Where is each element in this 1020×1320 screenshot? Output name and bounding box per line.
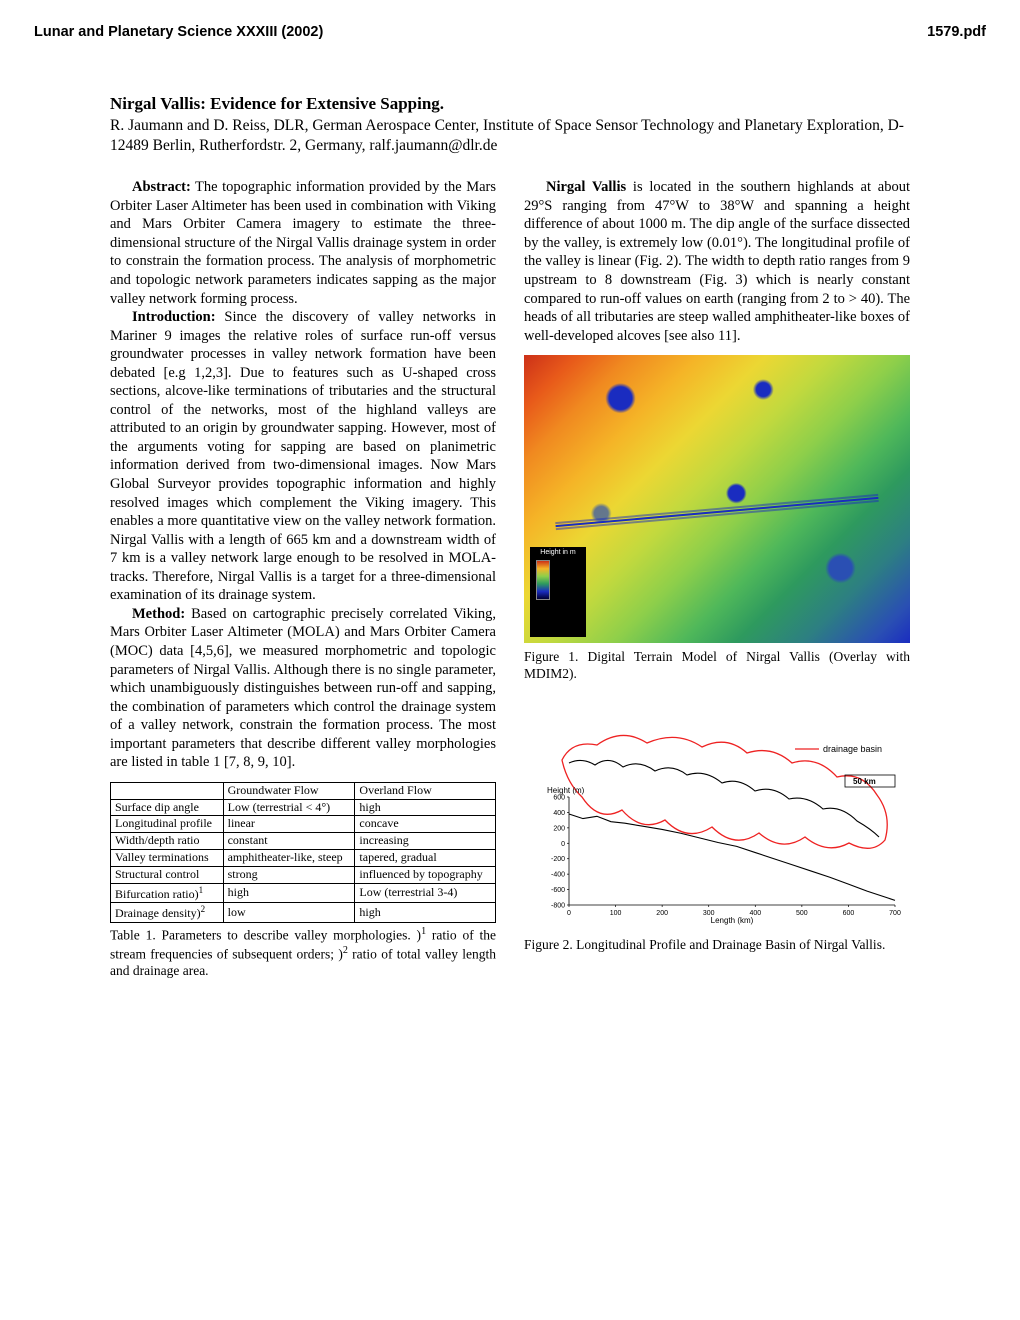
table-1-caption: Table 1. Parameters to describe valley m… (110, 926, 496, 980)
table-row: Surface dip angle Low (terrestrial < 4°)… (111, 799, 496, 816)
table-cell: Bifurcation ratio)1 (111, 883, 224, 903)
table-cell: high (223, 883, 355, 903)
page-header: Lunar and Planetary Science XXXIII (2002… (0, 0, 1020, 40)
legend-text: drainage basin (823, 744, 882, 754)
svg-text:0: 0 (567, 910, 571, 917)
table-row: Valley terminations amphitheater-like, s… (111, 849, 496, 866)
table-cell: Longitudinal profile (111, 816, 224, 833)
svg-text:600: 600 (553, 794, 565, 801)
table-row: Bifurcation ratio)1 high Low (terrestria… (111, 883, 496, 903)
svg-text:0: 0 (561, 841, 565, 848)
table-cell: Structural control (111, 866, 224, 883)
intro-label: Introduction: (132, 309, 216, 325)
abstract-label: Abstract: (132, 179, 191, 195)
table-row: Width/depth ratio constant increasing (111, 833, 496, 850)
table-row: Longitudinal profile linear concave (111, 816, 496, 833)
svg-text:700: 700 (889, 910, 901, 917)
table-cell: high (355, 799, 496, 816)
table-cell: Low (terrestrial 3-4) (355, 883, 496, 903)
intro-text: Since the discovery of valley networks i… (110, 309, 496, 603)
table-row: Structural control strong influenced by … (111, 866, 496, 883)
svg-text:200: 200 (553, 825, 565, 832)
left-column: Abstract: The topographic information pr… (110, 178, 496, 980)
scale-bar-label: ━ 50 km (550, 618, 582, 629)
svg-text:-800: -800 (551, 902, 565, 909)
figure-1-terrain-map: Height in m N ↑ ━ 50 km (524, 355, 910, 643)
table-cell: Drainage density)2 (111, 903, 224, 923)
abstract-paragraph: Abstract: The topographic information pr… (110, 178, 496, 308)
table-cell: Low (terrestrial < 4°) (223, 799, 355, 816)
svg-text:200: 200 (656, 910, 668, 917)
nirgal-text: is located in the southern highlands at … (524, 179, 910, 343)
figure-2-svg: drainage basin 50 km Height (m) 60040020… (524, 705, 910, 931)
svg-text:-200: -200 (551, 856, 565, 863)
intro-paragraph: Introduction: Since the discovery of val… (110, 308, 496, 605)
table-cell: influenced by topography (355, 866, 496, 883)
nirgal-paragraph: Nirgal Vallis is located in the southern… (524, 178, 910, 345)
table-header-cell: Groundwater Flow (223, 782, 355, 799)
method-text: Based on cartographic precisely correlat… (110, 606, 496, 770)
right-column: Nirgal Vallis is located in the southern… (524, 178, 910, 980)
scale-bar-text: 50 km (853, 777, 876, 786)
header-left: Lunar and Planetary Science XXXIII (2002… (34, 24, 323, 40)
table-cell: Width/depth ratio (111, 833, 224, 850)
longitudinal-profile-line (569, 814, 895, 900)
x-axis-label: Length (km) (711, 916, 754, 925)
figure-2-caption: Figure 2. Longitudinal Profile and Drain… (524, 937, 910, 954)
table-1: Groundwater Flow Overland Flow Surface d… (110, 782, 496, 923)
method-label: Method: (132, 606, 185, 622)
paper-authors: R. Jaumann and D. Reiss, DLR, German Aer… (110, 116, 910, 156)
table-header-row: Groundwater Flow Overland Flow (111, 782, 496, 799)
table-cell: Surface dip angle (111, 799, 224, 816)
figure-1-height-legend: Height in m N ↑ ━ 50 km (530, 547, 586, 637)
table-cell: Valley terminations (111, 849, 224, 866)
north-arrow-label: N ↑ (542, 604, 556, 616)
svg-text:600: 600 (843, 910, 855, 917)
page-content: Nirgal Vallis: Evidence for Extensive Sa… (0, 40, 1020, 980)
table-cell: constant (223, 833, 355, 850)
figure-1-caption: Figure 1. Digital Terrain Model of Nirga… (524, 649, 910, 683)
table-cell: amphitheater-like, steep (223, 849, 355, 866)
legend-gradient-bar (536, 560, 550, 600)
table-cell: concave (355, 816, 496, 833)
nirgal-label: Nirgal Vallis (546, 179, 626, 195)
figure-1-valley-trace (555, 497, 878, 527)
svg-text:100: 100 (610, 910, 622, 917)
svg-text:400: 400 (553, 810, 565, 817)
table-header-cell: Overland Flow (355, 782, 496, 799)
chart-axes: Height (m) 6004002000-200-400-600-800 01… (547, 786, 901, 925)
svg-text:-600: -600 (551, 887, 565, 894)
figure-2-profile-chart: drainage basin 50 km Height (m) 60040020… (524, 705, 910, 931)
table-cell: tapered, gradual (355, 849, 496, 866)
table-cell: linear (223, 816, 355, 833)
legend-title: Height in m (532, 549, 584, 558)
table-header-cell (111, 782, 224, 799)
abstract-text: The topographic information provided by … (110, 179, 496, 306)
table-row: Drainage density)2 low high (111, 903, 496, 923)
svg-text:500: 500 (796, 910, 808, 917)
table-cell: increasing (355, 833, 496, 850)
method-paragraph: Method: Based on cartographic precisely … (110, 605, 496, 772)
table-cell: strong (223, 866, 355, 883)
table-cell: high (355, 903, 496, 923)
paper-title: Nirgal Vallis: Evidence for Extensive Sa… (110, 94, 910, 114)
svg-text:-400: -400 (551, 872, 565, 879)
two-column-layout: Abstract: The topographic information pr… (110, 178, 910, 980)
table-cell: low (223, 903, 355, 923)
header-right: 1579.pdf (927, 24, 986, 40)
